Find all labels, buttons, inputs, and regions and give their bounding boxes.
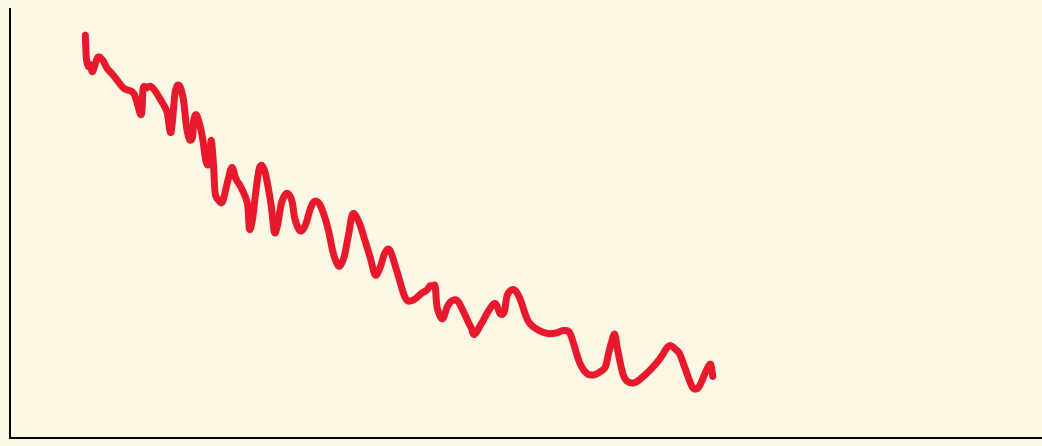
series-line-1: [81, 31, 717, 393]
axes: [9, 8, 1042, 439]
series-layer: [81, 31, 717, 393]
